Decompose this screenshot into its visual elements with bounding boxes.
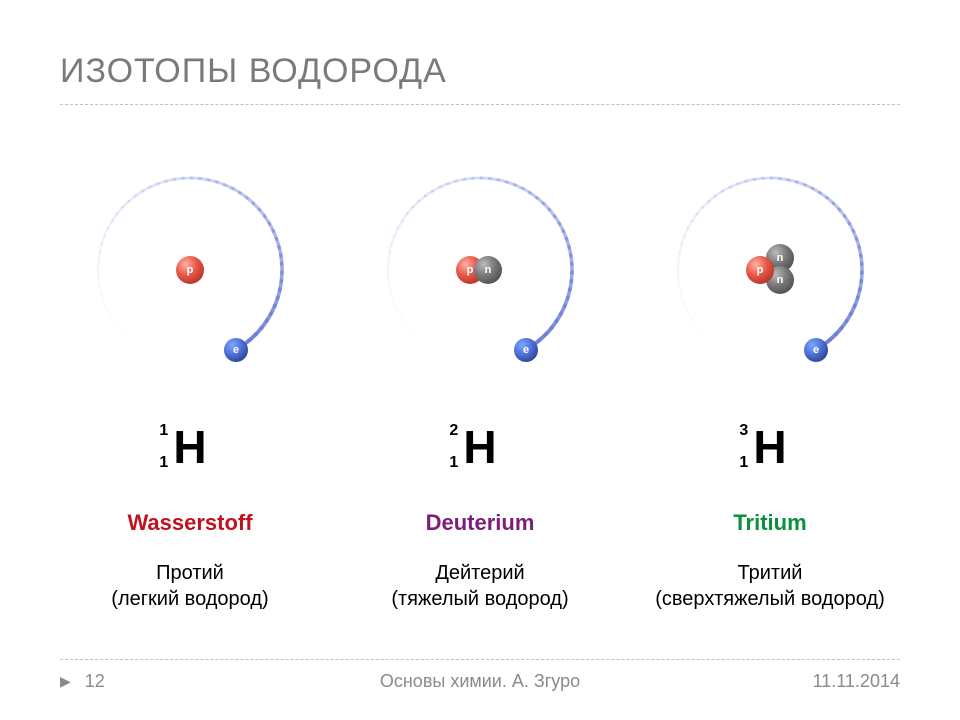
proton: p	[176, 256, 204, 284]
footer-date: 11.11.2014	[813, 671, 900, 692]
page-title: ИЗОТОПЫ ВОДОРОДА	[60, 52, 447, 91]
nucleus: p	[160, 240, 220, 300]
orbit-wrap: e pn	[375, 165, 585, 375]
orbit-wrap: ep	[85, 165, 295, 375]
electron: e	[224, 338, 248, 362]
atomic-number: 1	[739, 454, 748, 472]
proton: p	[746, 256, 774, 284]
isotope-symbol-tritium: 3 1 H	[650, 420, 890, 474]
atom-deuterium: e pn	[360, 165, 600, 375]
element-symbol: 1 1 H	[173, 420, 206, 474]
orbit-wrap: e nnp	[665, 165, 875, 375]
diagram-row: epepnennp	[0, 165, 960, 375]
electron: e	[514, 338, 538, 362]
element-symbol: 3 1 H	[753, 420, 786, 474]
isotope-symbol-deuterium: 2 1 H	[360, 420, 600, 474]
nucleus: nnp	[740, 240, 800, 300]
russian-name-row: Протий(легкий водород) Дейтерий(тяжелый в…	[0, 560, 960, 612]
footer: ▶ 12 Основы химии. А. Згуро 11.11.2014	[60, 671, 900, 692]
mass-number: 3	[739, 422, 748, 440]
german-name-tritium: Tritium	[650, 510, 890, 536]
german-name-deuterium: Deuterium	[360, 510, 600, 536]
russian-name-deuterium: Дейтерий(тяжелый водород)	[360, 560, 600, 612]
nucleus: pn	[450, 240, 510, 300]
atomic-number: 1	[449, 454, 458, 472]
russian-name-protium: Протий(легкий водород)	[70, 560, 310, 612]
title-divider	[60, 104, 900, 105]
electron: e	[804, 338, 828, 362]
mass-number: 1	[159, 422, 168, 440]
atom-tritium: e nnp	[650, 165, 890, 375]
atomic-number: 1	[159, 454, 168, 472]
german-name-row: Wasserstoff Deuterium Tritium	[0, 510, 960, 536]
atom-protium: ep	[70, 165, 310, 375]
russian-name-tritium: Тритий(сверхтяжелый водород)	[650, 560, 890, 612]
page-number: 12	[85, 671, 105, 692]
german-name-protium: Wasserstoff	[70, 510, 310, 536]
neutron: n	[474, 256, 502, 284]
isotope-symbol-protium: 1 1 H	[70, 420, 310, 474]
symbol-row: 1 1 H 2 1 H 3 1 H	[0, 420, 960, 474]
footer-arrow-icon: ▶	[60, 673, 71, 690]
footer-divider	[60, 659, 900, 660]
mass-number: 2	[449, 422, 458, 440]
footer-center: Основы химии. А. Згуро	[380, 671, 580, 692]
element-symbol: 2 1 H	[463, 420, 496, 474]
